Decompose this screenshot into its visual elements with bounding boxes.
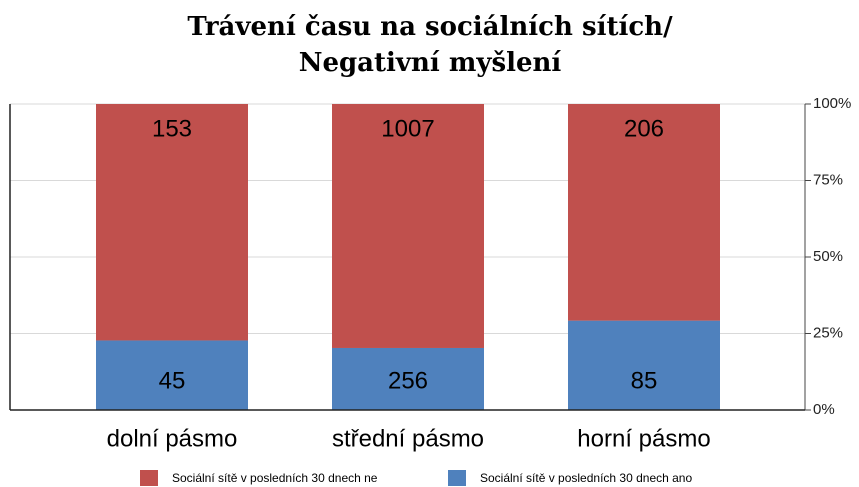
bar-segment	[96, 104, 248, 341]
legend-label: Sociální sítě v posledních 30 dnech ano	[480, 471, 692, 485]
data-label: 1007	[381, 115, 434, 142]
legend-swatch	[448, 470, 466, 486]
data-label: 153	[152, 115, 192, 142]
data-label: 85	[631, 367, 658, 394]
x-tick-label: horní pásmo	[577, 425, 710, 452]
legend-label: Sociální sítě v posledních 30 dnech ne	[172, 471, 378, 485]
y-tick-label: 75%	[813, 171, 843, 188]
bar-segment	[568, 104, 720, 321]
data-label: 45	[159, 367, 186, 394]
x-tick-label: dolní pásmo	[107, 425, 238, 452]
bar-segment	[332, 104, 484, 348]
data-label: 206	[624, 115, 664, 142]
bar-segment	[96, 340, 248, 410]
y-tick-label: 100%	[813, 95, 851, 112]
chart-title: Trávení času na sociálních sítích/	[187, 12, 673, 42]
legend-swatch	[140, 470, 158, 486]
y-tick-label: 50%	[813, 248, 843, 265]
x-tick-label: střední pásmo	[332, 425, 484, 452]
chart-title: Negativní myšlení	[299, 48, 562, 78]
y-tick-label: 0%	[813, 401, 835, 418]
data-label: 256	[388, 367, 428, 394]
y-tick-label: 25%	[813, 324, 843, 341]
bar-segment	[568, 320, 720, 410]
bar-segment	[332, 347, 484, 410]
